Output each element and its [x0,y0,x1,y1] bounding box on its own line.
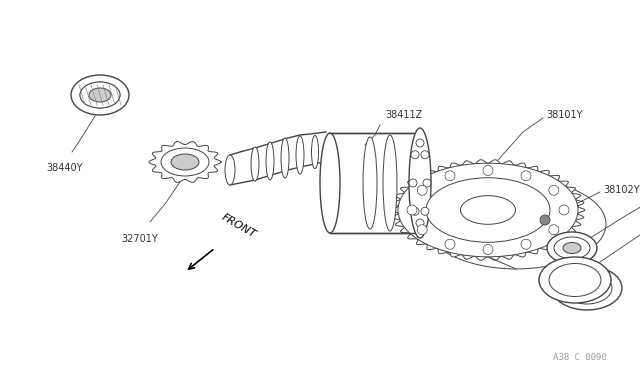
Ellipse shape [320,133,340,233]
Ellipse shape [281,138,289,178]
Circle shape [540,215,550,225]
Ellipse shape [552,266,622,310]
Ellipse shape [171,154,199,170]
Ellipse shape [426,178,550,242]
Circle shape [483,166,493,176]
Ellipse shape [89,88,111,102]
Text: 38440Y: 38440Y [47,163,83,173]
Ellipse shape [225,155,235,185]
Text: A38 C 0090: A38 C 0090 [553,353,607,362]
Ellipse shape [383,135,397,231]
Circle shape [411,151,419,159]
Ellipse shape [554,237,590,259]
Ellipse shape [562,272,612,304]
Text: 38411Z: 38411Z [385,110,422,120]
Circle shape [521,239,531,249]
Circle shape [407,205,417,215]
Ellipse shape [161,148,209,176]
Circle shape [423,179,431,187]
Circle shape [417,185,427,195]
Circle shape [445,171,455,181]
Ellipse shape [80,82,120,108]
Circle shape [549,225,559,235]
Ellipse shape [461,196,515,224]
Circle shape [411,207,419,215]
Circle shape [521,171,531,181]
Text: 38102Y: 38102Y [603,185,639,195]
Circle shape [421,151,429,159]
Ellipse shape [409,128,431,238]
Circle shape [416,219,424,227]
Text: 32701Y: 32701Y [122,234,158,244]
Circle shape [445,239,455,249]
Text: FRONT: FRONT [220,212,258,240]
Circle shape [421,207,429,215]
Ellipse shape [547,232,597,264]
Ellipse shape [312,135,319,169]
Circle shape [409,179,417,187]
Ellipse shape [80,82,120,108]
Text: 38101Y: 38101Y [546,110,582,120]
Ellipse shape [251,147,259,181]
Circle shape [417,225,427,235]
Polygon shape [391,160,585,260]
Ellipse shape [363,137,377,229]
Ellipse shape [266,142,274,180]
Circle shape [559,205,569,215]
Circle shape [549,185,559,195]
Ellipse shape [539,257,611,303]
FancyBboxPatch shape [330,133,420,233]
Circle shape [416,139,424,147]
Ellipse shape [71,75,129,115]
Ellipse shape [75,78,125,112]
Ellipse shape [563,243,581,253]
Circle shape [483,244,493,254]
Ellipse shape [426,179,606,269]
Ellipse shape [398,163,578,257]
Ellipse shape [296,136,304,174]
Ellipse shape [549,263,601,296]
